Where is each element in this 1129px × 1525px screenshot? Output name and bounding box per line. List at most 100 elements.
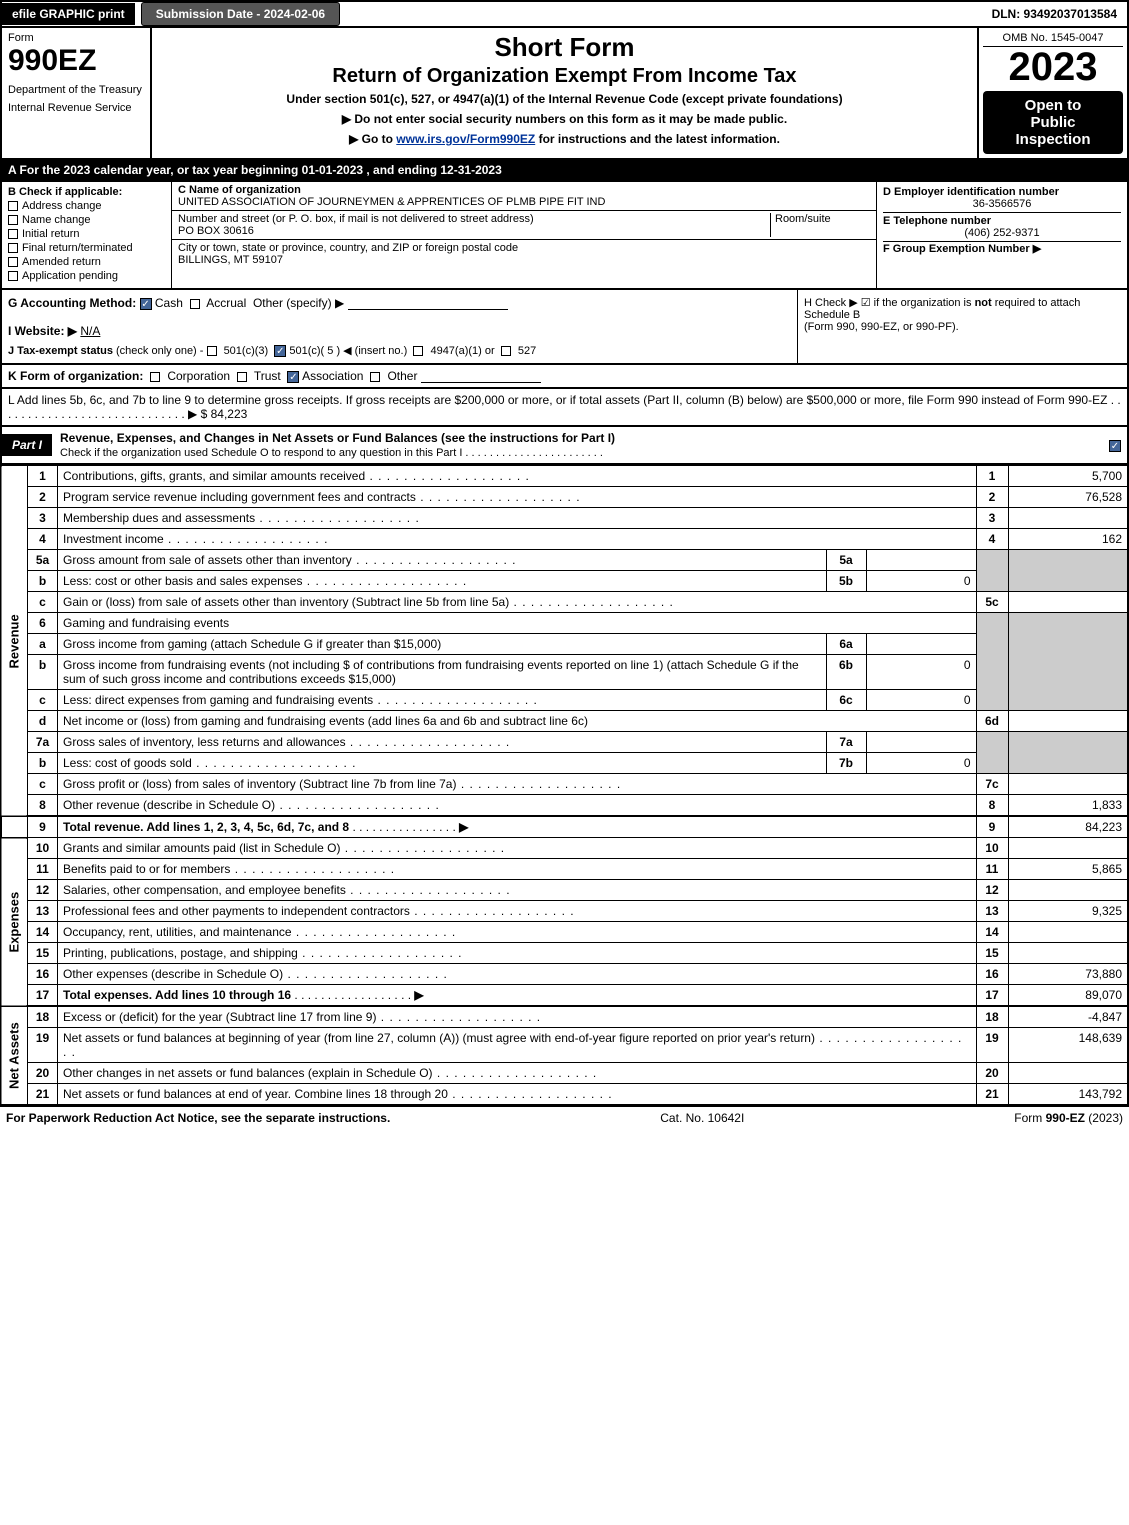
line-8-amount: 1,833: [1008, 795, 1128, 817]
checkbox-trust[interactable]: [237, 372, 247, 382]
line-2-ln: 2: [976, 487, 1008, 508]
line-5ab-greyamt: [1008, 550, 1128, 592]
side-label-net-assets: Net Assets: [1, 1006, 28, 1105]
c-name-label: C Name of organization: [178, 184, 870, 196]
checkbox-final-return[interactable]: [8, 243, 18, 253]
line-16-desc: Other expenses (describe in Schedule O): [63, 967, 448, 981]
checkbox-application-pending[interactable]: [8, 271, 18, 281]
irs-link[interactable]: www.irs.gov/Form990EZ: [396, 132, 535, 146]
checkbox-amended-return[interactable]: [8, 257, 18, 267]
line-19-ln: 19: [976, 1028, 1008, 1063]
line-18-amount: -4,847: [1008, 1006, 1128, 1028]
line-1-ln: 1: [976, 466, 1008, 487]
checkbox-501c[interactable]: ✓: [274, 345, 286, 357]
dln-label: DLN: 93492037013584: [982, 3, 1127, 25]
line-5a-subval: [866, 550, 976, 571]
line-17-ln: 17: [976, 985, 1008, 1007]
line-13-desc: Professional fees and other payments to …: [63, 904, 575, 918]
line-7b-num: b: [28, 753, 58, 774]
line-7b-subval: 0: [866, 753, 976, 774]
c-city-label: City or town, state or province, country…: [178, 242, 870, 254]
d-ein-label: D Employer identification number: [883, 186, 1121, 198]
line-6c-subcol: 6c: [826, 690, 866, 711]
line-7b-subcol: 7b: [826, 753, 866, 774]
checkbox-cash[interactable]: ✓: [140, 298, 152, 310]
line-5b-subcol: 5b: [826, 571, 866, 592]
checkbox-name-change[interactable]: [8, 215, 18, 225]
checkbox-address-change[interactable]: [8, 201, 18, 211]
header-right: OMB No. 1545-0047 2023 Open to Public In…: [977, 28, 1127, 158]
title-short-form: Short Form: [160, 32, 969, 63]
checkbox-corporation[interactable]: [150, 372, 160, 382]
row-g: G Accounting Method: ✓ Cash Accrual Othe…: [2, 290, 797, 363]
line-15-num: 15: [28, 943, 58, 964]
line-8-num: 8: [28, 795, 58, 817]
line-2-amount: 76,528: [1008, 487, 1128, 508]
k-prefix: K Form of organization:: [8, 369, 143, 383]
line-14-desc: Occupancy, rent, utilities, and maintena…: [63, 925, 456, 939]
line-5c-ln: 5c: [976, 592, 1008, 613]
k-other-blank[interactable]: [421, 369, 541, 383]
line-a-calendar-year: A For the 2023 calendar year, or tax yea…: [0, 160, 1129, 182]
line-5a-num: 5a: [28, 550, 58, 571]
open-line3: Inspection: [987, 131, 1119, 148]
f-group-exemption-label: F Group Exemption Number ▶: [883, 242, 1121, 255]
part-1-tag: Part I: [2, 434, 52, 456]
checkbox-501c3[interactable]: [207, 346, 217, 356]
line-6-greyamt: [1008, 613, 1128, 711]
k-corporation: Corporation: [167, 369, 230, 383]
e-phone-value: (406) 252-9371: [883, 227, 1121, 239]
line-5b-subval: 0: [866, 571, 976, 592]
line-1-num: 1: [28, 466, 58, 487]
checkbox-initial-return[interactable]: [8, 229, 18, 239]
j-4947: 4947(a)(1) or: [430, 345, 494, 357]
line-21-num: 21: [28, 1084, 58, 1106]
line-20-desc: Other changes in net assets or fund bala…: [63, 1066, 597, 1080]
line-4-ln: 4: [976, 529, 1008, 550]
checkbox-accrual[interactable]: [190, 299, 200, 309]
k-association: Association: [302, 369, 363, 383]
e-phone-label: E Telephone number: [883, 215, 1121, 227]
line-6a-subval: [866, 634, 976, 655]
line-3-ln: 3: [976, 508, 1008, 529]
line-7ab-greybox: [976, 732, 1008, 774]
line-13-amount: 9,325: [1008, 901, 1128, 922]
line-20-amount: [1008, 1063, 1128, 1084]
instr-no-ssn: ▶ Do not enter social security numbers o…: [160, 112, 969, 126]
line-6c-num: c: [28, 690, 58, 711]
checkbox-association[interactable]: ✓: [287, 371, 299, 383]
h-text1: H Check ▶ ☑ if the organization is: [804, 297, 975, 309]
box-c-org-info: C Name of organization UNITED ASSOCIATIO…: [172, 182, 877, 288]
header-center: Short Form Return of Organization Exempt…: [152, 28, 977, 158]
line-5b-desc: Less: cost or other basis and sales expe…: [63, 574, 467, 588]
line-14-num: 14: [28, 922, 58, 943]
h-not: not: [975, 297, 992, 309]
line-5a-subcol: 5a: [826, 550, 866, 571]
j-501c3: 501(c)(3): [224, 345, 269, 357]
org-name: UNITED ASSOCIATION OF JOURNEYMEN & APPRE…: [178, 196, 870, 208]
line-7a-subcol: 7a: [826, 732, 866, 753]
submission-date-button[interactable]: Submission Date - 2024-02-06: [141, 2, 340, 26]
tax-year: 2023: [983, 47, 1123, 87]
g-other-blank[interactable]: [348, 296, 508, 310]
instr-goto-suffix: for instructions and the latest informat…: [535, 132, 780, 146]
line-7a-desc: Gross sales of inventory, less returns a…: [63, 735, 510, 749]
efile-graphic-print: efile GRAPHIC print: [2, 3, 135, 25]
line-9-ln: 9: [976, 816, 1008, 838]
k-trust: Trust: [254, 369, 281, 383]
line-11-num: 11: [28, 859, 58, 880]
checkbox-other-org[interactable]: [370, 372, 380, 382]
row-g-h: G Accounting Method: ✓ Cash Accrual Othe…: [0, 290, 1129, 365]
part-1-lines-table: Revenue 1 Contributions, gifts, grants, …: [0, 465, 1129, 1106]
line-17-amount: 89,070: [1008, 985, 1128, 1007]
line-20-ln: 20: [976, 1063, 1008, 1084]
line-6b-subcol: 6b: [826, 655, 866, 690]
j-small: (check only one) -: [116, 345, 206, 357]
checkbox-schedule-o-used[interactable]: ✓: [1109, 440, 1121, 452]
checkbox-527[interactable]: [501, 346, 511, 356]
checkbox-4947[interactable]: [413, 346, 423, 356]
line-6c-desc: Less: direct expenses from gaming and fu…: [63, 693, 538, 707]
title-return: Return of Organization Exempt From Incom…: [160, 65, 969, 88]
line-21-amount: 143,792: [1008, 1084, 1128, 1106]
line-15-desc: Printing, publications, postage, and shi…: [63, 946, 463, 960]
